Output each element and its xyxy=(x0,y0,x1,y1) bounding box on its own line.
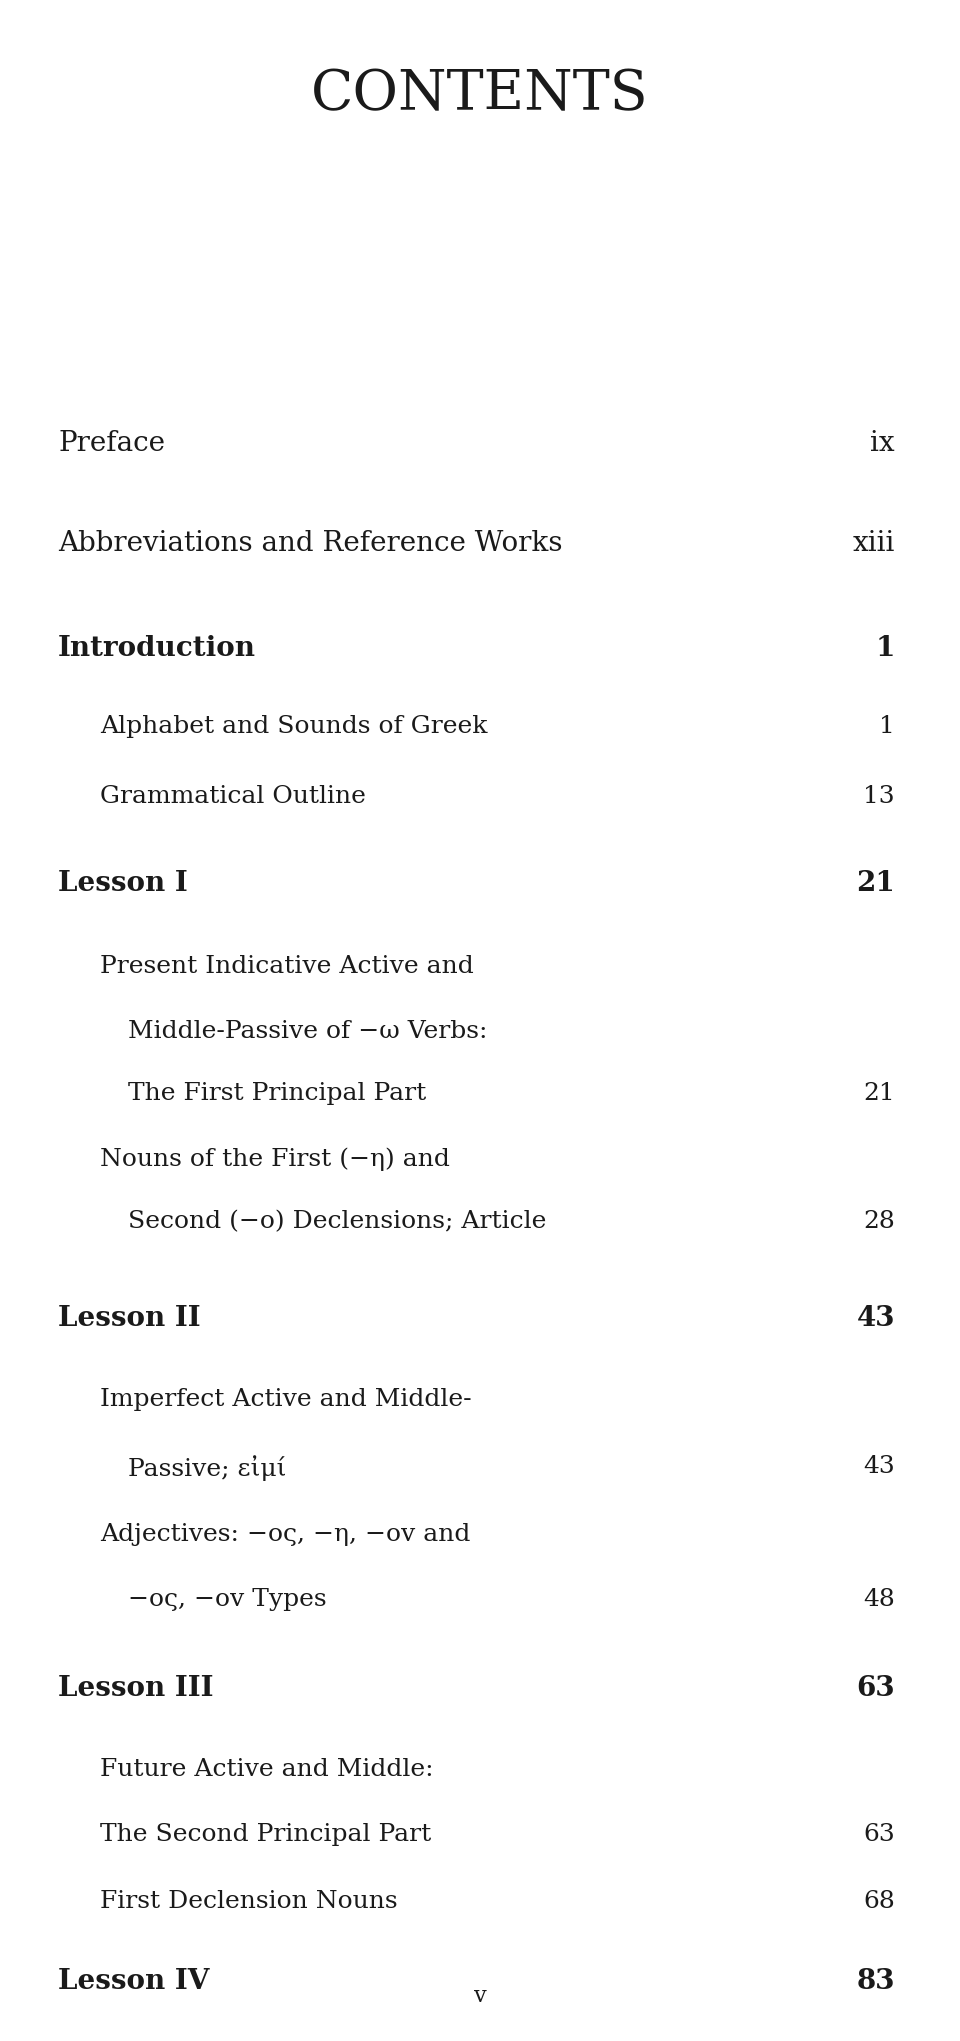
Text: 68: 68 xyxy=(863,1890,895,1912)
Text: v: v xyxy=(473,1986,487,2006)
Text: 28: 28 xyxy=(863,1210,895,1233)
Text: Present Indicative Active and: Present Indicative Active and xyxy=(100,955,473,978)
Text: Grammatical Outline: Grammatical Outline xyxy=(100,786,366,808)
Text: Lesson III: Lesson III xyxy=(58,1676,213,1702)
Text: 21: 21 xyxy=(863,1082,895,1104)
Text: 83: 83 xyxy=(856,1968,895,1994)
Text: First Declension Nouns: First Declension Nouns xyxy=(100,1890,397,1912)
Text: Adjectives: −oς, −η, −ov and: Adjectives: −oς, −η, −ov and xyxy=(100,1523,470,1545)
Text: Lesson I: Lesson I xyxy=(58,869,188,896)
Text: Future Active and Middle:: Future Active and Middle: xyxy=(100,1757,434,1782)
Text: 13: 13 xyxy=(863,786,895,808)
Text: Nouns of the First (−η) and: Nouns of the First (−η) and xyxy=(100,1147,450,1172)
Text: 21: 21 xyxy=(856,869,895,896)
Text: The Second Principal Part: The Second Principal Part xyxy=(100,1823,431,1845)
Text: 63: 63 xyxy=(863,1823,895,1845)
Text: Lesson II: Lesson II xyxy=(58,1304,201,1333)
Text: Alphabet and Sounds of Greek: Alphabet and Sounds of Greek xyxy=(100,714,488,739)
Text: 43: 43 xyxy=(856,1304,895,1333)
Text: Passive; εἰμί: Passive; εἰμί xyxy=(128,1455,286,1482)
Text: Preface: Preface xyxy=(58,431,165,457)
Text: −oς, −ov Types: −oς, −ov Types xyxy=(128,1588,326,1610)
Text: Imperfect Active and Middle-: Imperfect Active and Middle- xyxy=(100,1388,471,1410)
Text: Abbreviations and Reference Works: Abbreviations and Reference Works xyxy=(58,531,563,557)
Text: 1: 1 xyxy=(879,714,895,739)
Text: Introduction: Introduction xyxy=(58,635,256,661)
Text: CONTENTS: CONTENTS xyxy=(311,67,649,122)
Text: 63: 63 xyxy=(856,1676,895,1702)
Text: Second (−o) Declensions; Article: Second (−o) Declensions; Article xyxy=(128,1210,546,1233)
Text: 43: 43 xyxy=(863,1455,895,1478)
Text: Middle-Passive of −ω Verbs:: Middle-Passive of −ω Verbs: xyxy=(128,1020,488,1043)
Text: The First Principal Part: The First Principal Part xyxy=(128,1082,426,1104)
Text: 48: 48 xyxy=(863,1588,895,1610)
Text: ix: ix xyxy=(871,431,895,457)
Text: xiii: xiii xyxy=(852,531,895,557)
Text: Lesson IV: Lesson IV xyxy=(58,1968,209,1994)
Text: 1: 1 xyxy=(876,635,895,661)
